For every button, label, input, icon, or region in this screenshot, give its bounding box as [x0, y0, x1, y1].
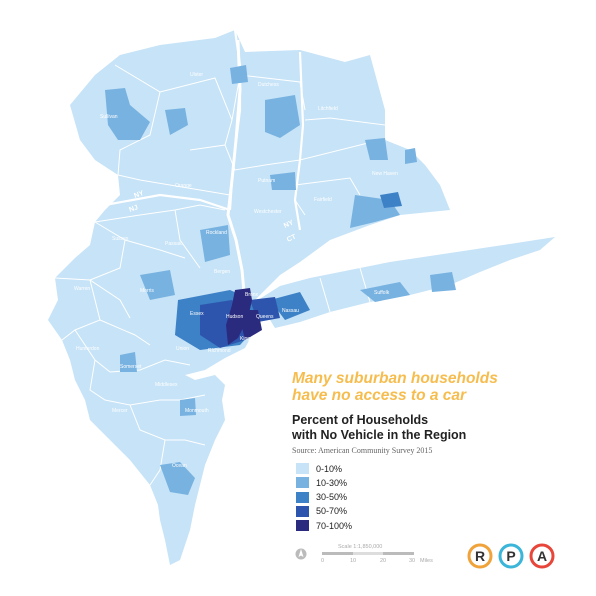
county-label: Richmond — [208, 348, 231, 354]
logo-letter-a: A — [529, 543, 555, 569]
legend-item: 50-70% — [296, 505, 352, 518]
county-label: Litchfield — [318, 106, 338, 112]
county-label: Monmouth — [185, 408, 209, 414]
county-label: Kings — [240, 336, 253, 342]
county-labels: Sullivan Ulster Dutchess Litchfield Oran… — [74, 72, 398, 469]
rpa-logo: R P A — [467, 543, 555, 569]
county-label: Bergen — [214, 269, 230, 275]
county-label: New Haven — [372, 171, 398, 177]
logo-letter-p: P — [498, 543, 524, 569]
county-label: Fairfield — [314, 197, 332, 203]
county-label: Suffolk — [374, 290, 390, 296]
county-label: Putnam — [258, 178, 275, 184]
state-label: NY — [283, 219, 295, 230]
legend-swatch — [296, 491, 309, 503]
county-label: Essex — [190, 311, 204, 317]
county-label: Rockland — [206, 230, 227, 236]
county-label: Hunterdon — [76, 346, 100, 352]
legend-source: Source: American Community Survey 2015 — [292, 446, 433, 455]
scale-ticks: 0 10 20 30 Miles — [319, 558, 439, 566]
logo-letter-r: R — [467, 543, 493, 569]
north-arrow-icon — [295, 548, 307, 560]
legend-label: 10-30% — [316, 477, 348, 488]
state-labels: NY NJ NY CT — [128, 190, 298, 244]
legend-swatch — [296, 463, 309, 474]
county-label: Sullivan — [100, 114, 118, 120]
county-label: Middlesex — [155, 382, 178, 388]
legend-item: 30-50% — [296, 491, 352, 504]
legend-item: 0-10% — [296, 462, 352, 475]
density-70-100 — [226, 288, 262, 345]
legend-label: 0-10% — [316, 463, 343, 474]
legend-label: 70-100% — [316, 520, 353, 531]
scale-bar — [322, 552, 414, 555]
county-label: Westchester — [254, 209, 282, 215]
county-label: Bronx — [245, 292, 259, 298]
map-headline: Many suburban households have no access … — [292, 370, 592, 404]
county-label: Dutchess — [258, 82, 279, 88]
logo-text: R — [475, 548, 485, 564]
state-label: NJ — [128, 204, 139, 214]
county-label: Ocean — [172, 463, 187, 469]
county-label: Hudson — [226, 314, 243, 320]
legend-title: Percent of Households with No Vehicle in… — [292, 413, 592, 443]
county-label: Morris — [140, 288, 154, 294]
county-label: Sussex — [112, 236, 129, 242]
county-label: Ulster — [190, 72, 203, 78]
legend-swatch — [296, 520, 309, 532]
state-label: CT — [286, 233, 298, 244]
county-label: Orange — [175, 183, 192, 189]
legend-label: 50-70% — [316, 506, 348, 517]
scale-tick: 10 — [350, 558, 357, 564]
legend-label: 30-50% — [316, 492, 348, 503]
legend-swatch — [296, 477, 309, 489]
scale-tick: 0 — [321, 558, 325, 564]
logo-ring — [529, 543, 555, 569]
scale-tick: 20 — [380, 558, 387, 564]
scale-unit: Miles — [420, 558, 433, 564]
legend-title-line: with No Vehicle in the Region — [292, 428, 467, 442]
logo-ring — [467, 543, 493, 569]
headline-line: have no access to a car — [292, 387, 467, 404]
state-label: NY — [133, 190, 145, 200]
legend: 0-10% 10-30% 30-50% 50-70% 70-100% — [296, 462, 352, 533]
legend-item: 70-100% — [296, 519, 352, 532]
legend-item: 10-30% — [296, 476, 352, 489]
legend-swatch — [296, 505, 309, 517]
county-label: Mercer — [112, 408, 128, 414]
county-label: Union — [176, 346, 189, 352]
headline-line: Many suburban households — [292, 370, 498, 387]
hudson-river — [226, 39, 246, 293]
logo-text: A — [537, 548, 547, 564]
logo-text: P — [506, 548, 515, 564]
county-label: Warren — [74, 286, 90, 292]
scale-title: Scale 1:1,850,000 — [338, 544, 383, 550]
county-label: Nassau — [282, 308, 299, 314]
county-label: Queens — [256, 314, 274, 320]
logo-ring — [498, 543, 524, 569]
scale-tick: 30 — [409, 558, 416, 564]
county-label: Passaic — [165, 241, 183, 247]
land-long-island — [258, 237, 555, 328]
density-10-30 — [105, 65, 456, 495]
county-label: Somerset — [120, 364, 142, 370]
legend-title-line: Percent of Households — [292, 413, 429, 427]
